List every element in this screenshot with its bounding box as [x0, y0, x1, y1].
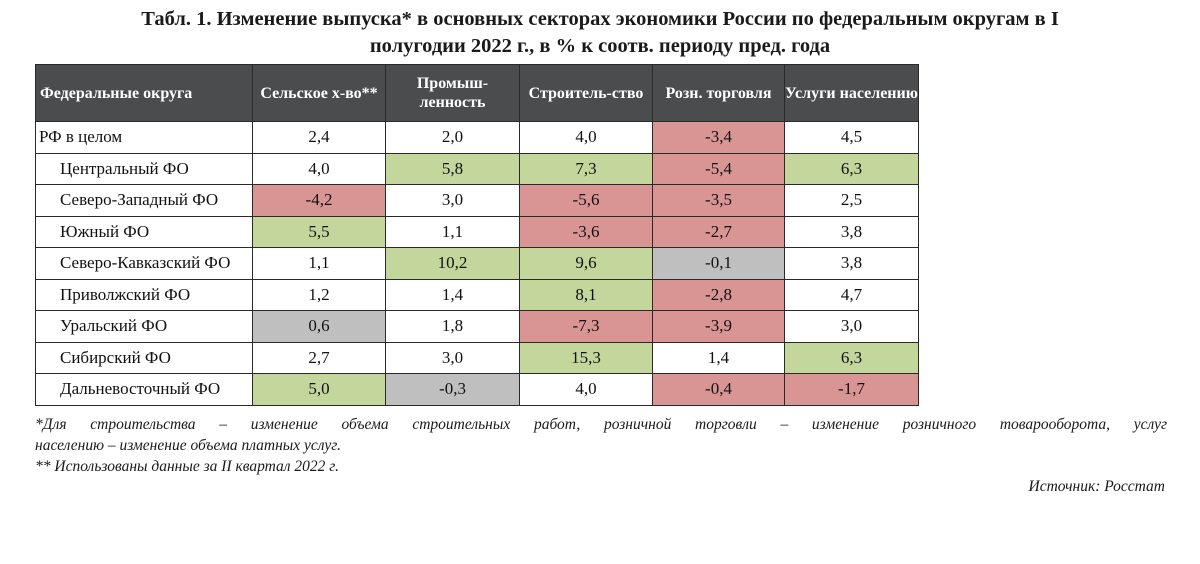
- value-cell: 2,7: [252, 341, 386, 374]
- region-name-cell: Центральный ФО: [35, 152, 253, 185]
- table-row: Центральный ФО 4,0 5,8 7,3 -5,4 6,3: [35, 152, 919, 185]
- value-cell: -4,2: [252, 184, 386, 217]
- region-name-cell: РФ в целом: [35, 121, 253, 154]
- value-cell: 5,0: [252, 373, 386, 406]
- value-cell: 1,4: [652, 341, 785, 374]
- table-row: Северо-Западный ФО -4,2 3,0 -5,6 -3,5 2,5: [35, 184, 919, 217]
- value-cell: -1,7: [784, 373, 919, 406]
- value-cell: -5,6: [519, 184, 653, 217]
- table-row: Приволжский ФО 1,2 1,4 8,1 -2,8 4,7: [35, 278, 919, 311]
- table-title: Табл. 1. Изменение выпуска* в основных с…: [20, 6, 1180, 60]
- value-cell: 1,2: [252, 278, 386, 311]
- value-cell: 6,3: [784, 341, 919, 374]
- region-name-cell: Южный ФО: [35, 215, 253, 248]
- region-name-cell: Приволжский ФО: [35, 278, 253, 311]
- value-cell: 2,4: [252, 121, 386, 154]
- value-cell: -0,3: [385, 373, 520, 406]
- value-cell: 2,0: [385, 121, 520, 154]
- regions-table: Федеральные округа Сельское х-во** Промы…: [35, 64, 919, 406]
- value-cell: -3,9: [652, 310, 785, 343]
- value-cell: 2,5: [784, 184, 919, 217]
- value-cell: 1,8: [385, 310, 520, 343]
- title-line-2: полугодии 2022 г., в % к соотв. периоду …: [369, 35, 831, 57]
- value-cell: 1,4: [385, 278, 520, 311]
- value-cell: 3,0: [385, 341, 520, 374]
- footnote-1-line-2: населению – изменение объема платных усл…: [35, 437, 341, 454]
- value-cell: 1,1: [385, 215, 520, 248]
- table-row: Сибирский ФО 2,7 3,0 15,3 1,4 6,3: [35, 341, 919, 374]
- value-cell: 9,6: [519, 247, 653, 280]
- value-cell: 15,3: [519, 341, 653, 374]
- region-name-cell: Северо-Кавказский ФО: [35, 247, 253, 280]
- col-header-region: Федеральные округа: [35, 64, 253, 122]
- footnote-2: ** Использованы данные за II квартал 202…: [35, 458, 340, 475]
- value-cell: 4,0: [252, 152, 386, 185]
- region-name-cell: Уральский ФО: [35, 310, 253, 343]
- table-header-row: Федеральные округа Сельское х-во** Промы…: [35, 64, 919, 122]
- table-row: РФ в целом 2,4 2,0 4,0 -3,4 4,5: [35, 121, 919, 154]
- footnote-1-line-1: *Для строительства – изменение объема ст…: [35, 416, 1167, 433]
- value-cell: 5,5: [252, 215, 386, 248]
- value-cell: 1,1: [252, 247, 386, 280]
- value-cell: -7,3: [519, 310, 653, 343]
- source-note: Источник: Росстат: [1028, 478, 1165, 495]
- value-cell: 5,8: [385, 152, 520, 185]
- table-row: Южный ФО 5,5 1,1 -3,6 -2,7 3,8: [35, 215, 919, 248]
- region-name-cell: Северо-Западный ФО: [35, 184, 253, 217]
- value-cell: -0,1: [652, 247, 785, 280]
- col-header-industry: Промыш-ленность: [385, 64, 520, 122]
- value-cell: 4,0: [519, 121, 653, 154]
- table-row: Дальневосточный ФО 5,0 -0,3 4,0 -0,4 -1,7: [35, 373, 919, 406]
- region-name-cell: Сибирский ФО: [35, 341, 253, 374]
- value-cell: -3,6: [519, 215, 653, 248]
- value-cell: 3,0: [784, 310, 919, 343]
- value-cell: 3,8: [784, 247, 919, 280]
- value-cell: -2,8: [652, 278, 785, 311]
- region-name-cell: Дальневосточный ФО: [35, 373, 253, 406]
- value-cell: 8,1: [519, 278, 653, 311]
- col-header-services: Услуги населению: [784, 64, 919, 122]
- title-line-1: Табл. 1. Изменение выпуска* в основных с…: [141, 8, 1059, 30]
- value-cell: -3,4: [652, 121, 785, 154]
- value-cell: 3,0: [385, 184, 520, 217]
- value-cell: -3,5: [652, 184, 785, 217]
- value-cell: -2,7: [652, 215, 785, 248]
- value-cell: 4,5: [784, 121, 919, 154]
- col-header-agriculture: Сельское х-во**: [252, 64, 386, 122]
- value-cell: -5,4: [652, 152, 785, 185]
- value-cell: 7,3: [519, 152, 653, 185]
- value-cell: 3,8: [784, 215, 919, 248]
- value-cell: 6,3: [784, 152, 919, 185]
- value-cell: -0,4: [652, 373, 785, 406]
- table-row: Уральский ФО 0,6 1,8 -7,3 -3,9 3,0: [35, 310, 919, 343]
- value-cell: 4,7: [784, 278, 919, 311]
- value-cell: 0,6: [252, 310, 386, 343]
- table-row: Северо-Кавказский ФО 1,1 10,2 9,6 -0,1 3,8: [35, 247, 919, 280]
- value-cell: 4,0: [519, 373, 653, 406]
- value-cell: 10,2: [385, 247, 520, 280]
- col-header-construction: Строитель-ство: [519, 64, 653, 122]
- col-header-retail: Розн. торговля: [652, 64, 785, 122]
